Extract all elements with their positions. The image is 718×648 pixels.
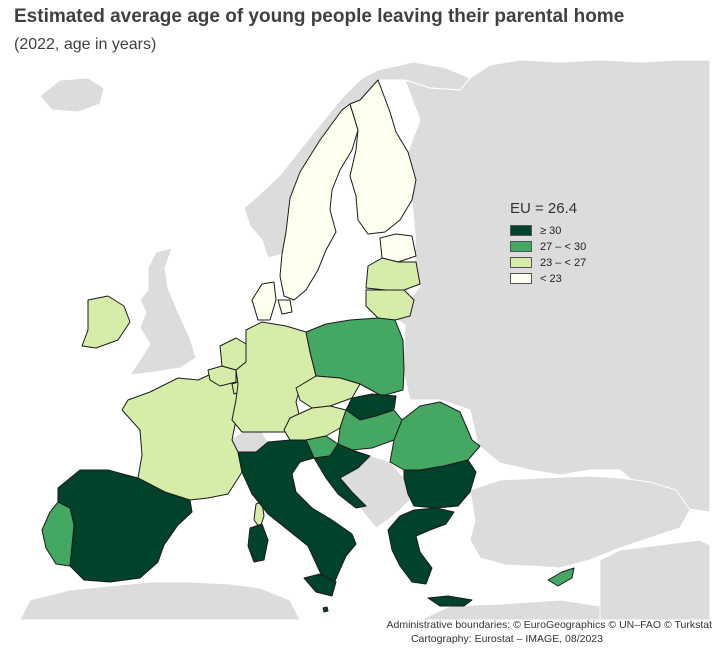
map-subtitle: (2022, age in years): [14, 36, 157, 53]
turkey-shape: [469, 475, 691, 569]
legend-swatch-under-23: [510, 273, 532, 284]
italy-shape: [237, 439, 357, 589]
legend-item: 27 – < 30: [510, 239, 586, 254]
legend-label: ≥ 30: [540, 224, 562, 237]
lithuania-shape: [365, 289, 415, 321]
romania-shape: [389, 401, 481, 471]
estonia-shape: [379, 233, 417, 263]
legend-label: 23 – < 27: [540, 256, 587, 269]
cartography-credit: Cartography: Eurostat – IMAGE, 08/2023: [410, 633, 603, 645]
legend-swatch-27-30: [510, 241, 532, 252]
denmark-island-shape: [277, 299, 293, 315]
middle-east-shape: [599, 539, 710, 620]
uk-shape: [128, 247, 197, 376]
sweden-shape: [279, 103, 359, 301]
legend-swatch-30-plus: [510, 225, 532, 236]
legend-label: 27 – < 30: [540, 240, 587, 253]
non-eu-land: [19, 59, 710, 620]
boundaries-credit: Administrative boundaries: © EuroGeograp…: [386, 619, 712, 631]
malta-shape: [322, 606, 329, 613]
finland-shape: [349, 79, 417, 235]
croatia-shape: [313, 443, 371, 509]
austria-shape: [283, 405, 347, 441]
cyprus-shape: [547, 567, 575, 587]
legend-item: ≥ 30: [510, 223, 586, 238]
legend-item: < 23: [510, 271, 586, 286]
north-africa-shape: [19, 581, 301, 620]
denmark-shape: [251, 281, 277, 321]
sicily-shape: [303, 573, 337, 597]
legend-title: EU = 26.4: [510, 200, 578, 217]
legend-label: < 23: [540, 272, 562, 285]
eu-countries: [41, 79, 575, 613]
greece-shape: [387, 507, 455, 585]
sardinia-shape: [247, 523, 269, 563]
map-title: Estimated average age of young people le…: [14, 6, 625, 27]
iceland-shape: [39, 77, 105, 113]
ireland-shape: [81, 295, 131, 349]
map-legend: EU = 26.4 ≥ 30 27 – < 30 23 – < 27 < 23: [510, 200, 586, 287]
europe-map: [19, 59, 710, 620]
latvia-shape: [365, 257, 421, 291]
portugal-shape: [41, 501, 75, 567]
bulgaria-shape: [403, 459, 477, 509]
crete-shape: [427, 595, 473, 607]
legend-item: 23 – < 27: [510, 255, 586, 270]
legend-swatch-23-27: [510, 257, 532, 268]
